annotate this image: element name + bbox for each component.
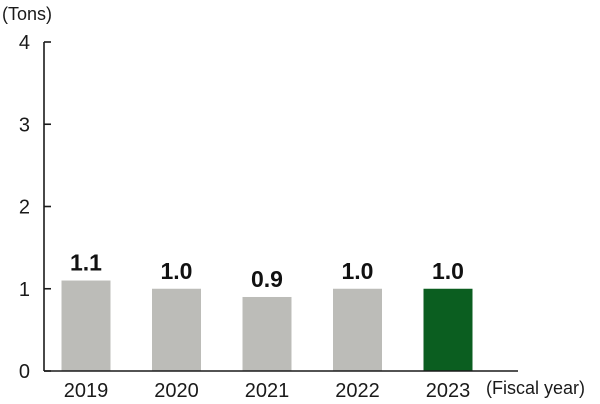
bar-2020 [152, 288, 201, 371]
x-tick-label-2019: 2019 [64, 380, 109, 402]
x-axis-unit-label: (Fiscal year) [486, 378, 585, 398]
x-tick-label-2020: 2020 [154, 380, 199, 402]
x-tick-label-2023: 2023 [426, 380, 471, 402]
value-label-2019: 1.1 [70, 250, 102, 276]
y-tick-label: 2 [19, 197, 30, 219]
value-label-2023: 1.0 [432, 258, 464, 284]
value-label-2020: 1.0 [161, 258, 193, 284]
y-tick-label: 1 [19, 279, 30, 301]
y-tick-label: 0 [19, 361, 30, 383]
value-label-2021: 0.9 [251, 266, 283, 292]
y-axis-unit-label: (Tons) [2, 4, 52, 24]
y-tick-label: 4 [19, 32, 30, 54]
bar-2021 [242, 296, 292, 371]
bar-2019 [61, 280, 111, 371]
y-axis: 0 1 2 3 4 [19, 32, 51, 383]
y-tick-label: 3 [19, 114, 30, 136]
value-label-2022: 1.0 [342, 258, 374, 284]
x-tick-label-2022: 2022 [335, 380, 380, 402]
bar-2023 [423, 288, 473, 371]
bar-2022 [333, 288, 382, 371]
bars: 1.1 1.0 0.9 1.0 1.0 [61, 250, 473, 371]
x-tick-label-2021: 2021 [245, 380, 290, 402]
x-axis: 2019 2020 2021 2022 2023 [44, 370, 518, 402]
